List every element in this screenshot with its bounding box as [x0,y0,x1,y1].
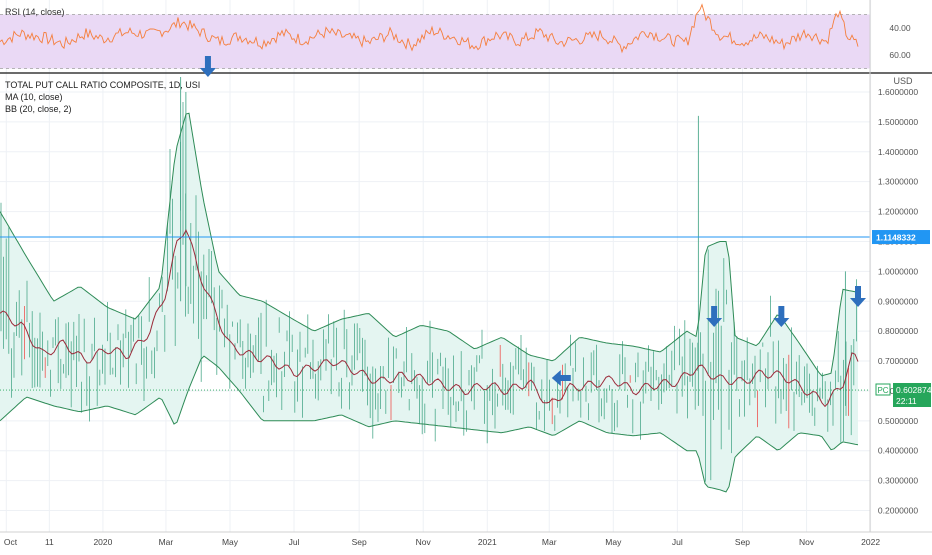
price-tick-label: 0.9000000 [878,296,918,306]
time-tick-label: Sep [735,537,750,547]
moving-average-line [0,229,859,408]
symbol-tag [875,383,891,396]
time-tick-label: Mar [159,537,174,547]
rsi-legend[interactable]: RSI (14, close) [5,7,65,17]
price-badge-countdown: 22:11 [896,396,917,406]
price-tick-label: 1.5000000 [878,117,918,127]
price-badge-background [893,383,931,407]
hline-badge-value: 1.1148332 [876,233,916,243]
price-tick-label: 0.3000000 [878,476,918,486]
currency-label: USD [893,76,913,86]
bollinger-upper-line [0,112,859,377]
price-tick-label: 0.7000000 [878,356,918,366]
hline-badge-background [872,230,930,245]
bollinger-lower-line [0,355,859,493]
last-price-badge: PC 0.6028740 22:11 [875,383,932,407]
rsi-line [0,3,859,54]
arrow-annotations[interactable] [199,56,866,386]
symbol-tag-text: PC [877,386,888,395]
time-tick-label: May [605,537,622,547]
price-bars [0,77,857,482]
price-tick-label: 1.2000000 [878,207,918,217]
time-tick-label: Sep [352,537,367,547]
rsi-band [0,14,870,69]
time-axis[interactable]: Oct 11 2020 Mar May Jul Sep Nov 2021 Mar May Jul Sep… [4,537,880,547]
rsi-pane[interactable] [0,3,870,69]
price-tick-label: 1.4000000 [878,147,918,157]
price-tick-label: 0.4000000 [878,446,918,456]
rsi-tick-label: 40.00 [889,23,911,33]
price-tick-label: 0.2000000 [878,506,918,516]
time-tick-label: May [222,537,239,547]
bb-legend[interactable]: BB (20, close, 2) [5,104,72,114]
time-tick-label: Mar [542,537,557,547]
time-tick-label: Jul [672,537,683,547]
left-arrow-annotation[interactable] [551,370,571,386]
hline-price-badge: 1.1148332 [872,230,930,245]
rsi-tick-label: 60.00 [889,50,911,60]
time-tick-label: Oct [4,537,18,547]
price-tick-label: 1.3000000 [878,177,918,187]
down-arrow-annotation[interactable] [773,306,790,327]
time-tick-label: Nov [416,537,432,547]
down-arrow-annotation[interactable] [199,56,216,77]
down-arrow-annotation[interactable] [850,286,866,307]
time-tick-label: Jul [289,537,300,547]
bollinger-band-fill [0,113,858,492]
price-tick-label: 0.5000000 [878,416,918,426]
price-tick-label: 1.6000000 [878,87,918,97]
price-tick-label: 0.8000000 [878,326,918,336]
series-title[interactable]: TOTAL PUT CALL RATIO COMPOSITE, 1D, USI [5,80,200,90]
time-tick-label: 2021 [478,537,497,547]
price-badge-value: 0.6028740 [896,385,932,395]
time-tick-label: 11 [45,537,54,547]
main-pane[interactable] [0,56,870,493]
price-tick-label: 1.0000000 [878,266,918,276]
time-tick-label: 2020 [93,537,112,547]
time-tick-label: 2022 [861,537,880,547]
rsi-axis[interactable]: 60.00 40.00 [889,23,911,60]
time-tick-label: Nov [799,537,815,547]
price-axis[interactable]: 0.20000000.30000000.40000000.50000000.60… [878,87,918,516]
ma-legend[interactable]: MA (10, close) [5,92,63,102]
down-arrow-annotation[interactable] [706,306,723,327]
